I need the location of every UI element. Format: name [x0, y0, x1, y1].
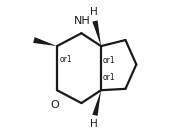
- Text: H: H: [90, 7, 98, 17]
- Text: NH: NH: [74, 16, 90, 26]
- Text: or1: or1: [102, 56, 115, 65]
- Text: O: O: [50, 100, 59, 110]
- Text: H: H: [90, 119, 98, 129]
- Polygon shape: [92, 20, 101, 46]
- Text: or1: or1: [60, 55, 72, 64]
- Polygon shape: [92, 90, 101, 116]
- Text: or1: or1: [102, 73, 115, 82]
- Polygon shape: [33, 37, 57, 46]
